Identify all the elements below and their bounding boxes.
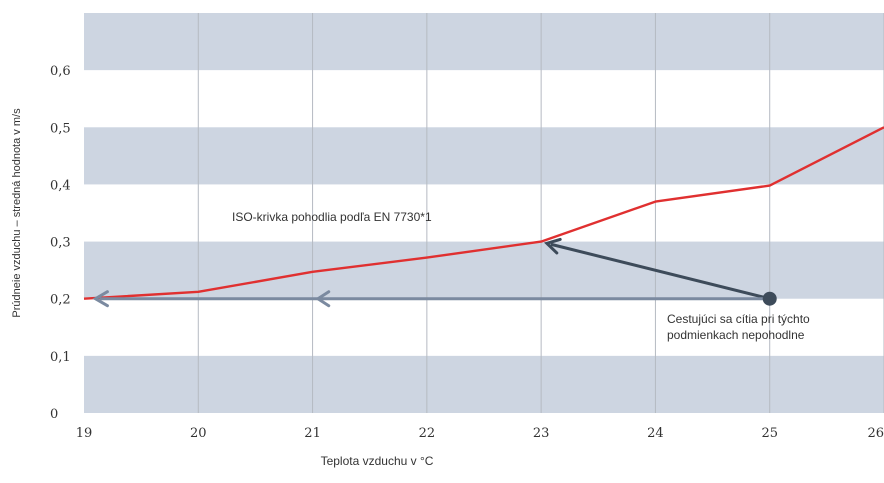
x-tick-label: 22	[419, 426, 436, 441]
x-tick-labels: 19 20 21 22 23 24 25 26	[76, 426, 884, 441]
y-tick-label: 0,4	[50, 178, 71, 193]
series-label: ISO-krivka pohodlia podľa EN 7730*1	[232, 210, 432, 224]
annotation-arrowhead-2	[92, 290, 109, 308]
annotation-mid-chevron-2	[315, 290, 331, 308]
annotation-layer	[92, 237, 777, 308]
y-tick-labels: 0 0,1 0,2 0,3 0,4 0,5 0,6	[50, 64, 71, 422]
y-tick-label: 0,3	[50, 236, 71, 251]
annotation-line-2: podmienkach nepohodlne	[667, 328, 805, 342]
vertical-gridlines	[197, 13, 884, 413]
band-4	[84, 127, 884, 185]
annotation-arrowhead-1	[543, 237, 562, 255]
band-0	[84, 355, 884, 413]
y-axis-label: Prúdneie vzduchu – stredná hodnota v m/s	[11, 108, 23, 318]
x-tick-label: 24	[647, 426, 664, 441]
y-tick-label: 0,6	[50, 64, 71, 79]
annotation-point	[762, 291, 777, 306]
band-6	[84, 13, 884, 71]
annotation-line-1: Cestujúci sa cítia pri týchto	[667, 312, 810, 326]
y-tick-label: 0,5	[50, 121, 71, 136]
x-tick-label: 23	[533, 426, 550, 441]
x-axis-label: Teplota vzduchu v °C	[321, 454, 434, 468]
series-line-0	[83, 126, 884, 300]
x-tick-label: 21	[304, 426, 321, 441]
series-layer	[83, 126, 884, 300]
annotation-arrow-1	[550, 242, 771, 301]
y-tick-label: 0,2	[50, 293, 71, 308]
y-tick-label: 0,1	[50, 350, 71, 365]
background-bands	[84, 13, 884, 413]
x-tick-label: 20	[190, 426, 207, 441]
x-tick-label: 25	[761, 426, 778, 441]
x-tick-label: 26	[867, 426, 884, 441]
x-tick-label: 19	[76, 426, 93, 441]
y-tick-label: 0	[50, 407, 58, 422]
